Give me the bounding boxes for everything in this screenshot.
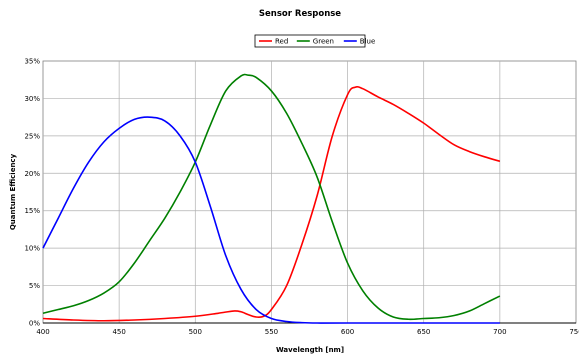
chart-title: Sensor Response	[259, 9, 341, 19]
series-line-green	[42, 73, 501, 321]
x-axis-label: Wavelength [nm]	[276, 346, 344, 354]
x-tick-label: 750	[569, 328, 579, 336]
series-line-red	[42, 85, 501, 322]
x-tick-label: 650	[417, 328, 430, 336]
y-tick-label: 0%	[29, 320, 40, 328]
x-tick-label: 400	[36, 328, 49, 336]
x-tick-label: 700	[493, 328, 506, 336]
legend-box	[254, 34, 366, 48]
x-tick-label: 550	[265, 328, 278, 336]
y-tick-label: 5%	[29, 282, 40, 290]
x-tick-label: 600	[341, 328, 354, 336]
x-tick-label: 450	[112, 328, 125, 336]
legend-label-red: Red	[275, 38, 288, 46]
y-tick-label: 10%	[24, 245, 40, 253]
chart-grid	[42, 60, 577, 324]
y-tick-label: 15%	[24, 207, 40, 215]
legend-label-green: Green	[313, 38, 334, 46]
y-tick-label: 30%	[24, 95, 40, 103]
series-line-blue	[42, 116, 500, 324]
y-axis-ticks: 0% 5% 10% 15% 20% 25% 30% 35%	[24, 58, 40, 328]
chart-legend: Red Green Blue	[254, 34, 376, 48]
x-tick-label: 500	[189, 328, 202, 336]
y-tick-label: 20%	[24, 170, 40, 178]
y-axis-label: Quantum Efficiency	[9, 153, 17, 230]
y-tick-label: 25%	[24, 132, 40, 140]
x-axis-ticks: 400 450 500 550 600 650 700 750	[36, 328, 579, 336]
chart-series	[42, 73, 501, 324]
y-tick-label: 35%	[24, 58, 40, 66]
plot-area	[42, 60, 577, 324]
legend-label-blue: Blue	[360, 38, 376, 46]
